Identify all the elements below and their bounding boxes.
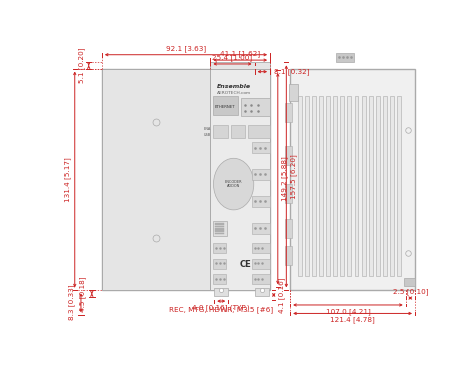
Bar (333, 96, 337, 276)
Bar (213, 221, 227, 236)
Text: CE: CE (239, 260, 251, 269)
Bar (285, 246, 292, 265)
Bar (210, 63, 270, 69)
Text: 8.1 [0.32]: 8.1 [0.32] (274, 68, 310, 75)
Text: 131.4 [5.17]: 131.4 [5.17] (64, 157, 71, 202)
Bar (390, 96, 394, 276)
Bar (347, 96, 351, 276)
Ellipse shape (213, 158, 254, 210)
Text: 149.2 [5.88]: 149.2 [5.88] (282, 156, 288, 201)
Bar (252, 142, 270, 153)
Text: AEROTECH.com: AEROTECH.com (218, 91, 252, 95)
Text: 2.5 [0.10]: 2.5 [0.10] (392, 288, 428, 295)
Text: REC, MTG, HDWR; M3.5 [#6]: REC, MTG, HDWR; M3.5 [#6] (169, 306, 273, 313)
Bar (285, 103, 292, 122)
Bar (215, 230, 224, 232)
Bar (231, 125, 245, 138)
Text: 4.1 [0.16]: 4.1 [0.16] (278, 277, 285, 313)
Bar (252, 274, 270, 284)
Text: 5.1 [0.20]: 5.1 [0.20] (78, 48, 85, 83)
Bar (305, 96, 309, 276)
Bar (252, 259, 270, 269)
Bar (369, 96, 373, 276)
Bar (215, 228, 224, 230)
Bar (255, 288, 268, 296)
Bar (290, 69, 415, 290)
Bar (213, 243, 226, 254)
Text: 4.5 [0.18]: 4.5 [0.18] (79, 276, 86, 312)
Bar (285, 219, 292, 238)
Bar (102, 69, 270, 290)
Bar (362, 96, 365, 276)
Text: Ensemble: Ensemble (218, 84, 252, 89)
Text: ENCODER
ADDON: ENCODER ADDON (225, 180, 242, 188)
Bar (248, 125, 270, 138)
Text: 157.5 [6.20]: 157.5 [6.20] (290, 154, 297, 199)
Bar (340, 96, 344, 276)
Text: ETHERNET: ETHERNET (215, 105, 236, 109)
Bar (215, 233, 224, 234)
Bar (215, 223, 224, 225)
Bar (241, 98, 270, 116)
Bar (213, 125, 228, 138)
Bar (336, 53, 354, 63)
Text: 92.1 [3.63]: 92.1 [3.63] (166, 45, 206, 52)
Bar (285, 184, 292, 203)
Bar (102, 69, 210, 290)
Bar (210, 69, 270, 290)
Bar (215, 226, 224, 227)
Text: USB: USB (203, 133, 210, 137)
Bar (252, 196, 270, 207)
Text: 121.4 [4.78]: 121.4 [4.78] (330, 316, 375, 323)
Bar (252, 222, 270, 234)
Bar (383, 96, 387, 276)
Bar (285, 146, 292, 165)
Bar (289, 84, 298, 101)
Bar (213, 259, 226, 269)
Text: 25.4 [1.00]: 25.4 [1.00] (212, 54, 253, 61)
Text: 107.0 [4.21]: 107.0 [4.21] (326, 308, 370, 315)
Bar (252, 243, 270, 254)
Bar (404, 278, 415, 287)
Bar (213, 96, 237, 115)
Bar (298, 96, 302, 276)
Bar (326, 96, 330, 276)
Bar (397, 96, 401, 276)
Text: 4.0 [0.16] (TYP.): 4.0 [0.16] (TYP.) (192, 304, 250, 311)
Text: 41.1 [1.62]: 41.1 [1.62] (220, 50, 260, 57)
Bar (213, 274, 226, 284)
Bar (252, 169, 270, 180)
Bar (312, 96, 316, 276)
Text: ENA: ENA (203, 127, 210, 131)
Bar (376, 96, 380, 276)
Bar (319, 96, 323, 276)
Bar (214, 288, 228, 296)
Bar (355, 96, 358, 276)
Text: 8.3 [0.33]: 8.3 [0.33] (68, 285, 75, 320)
